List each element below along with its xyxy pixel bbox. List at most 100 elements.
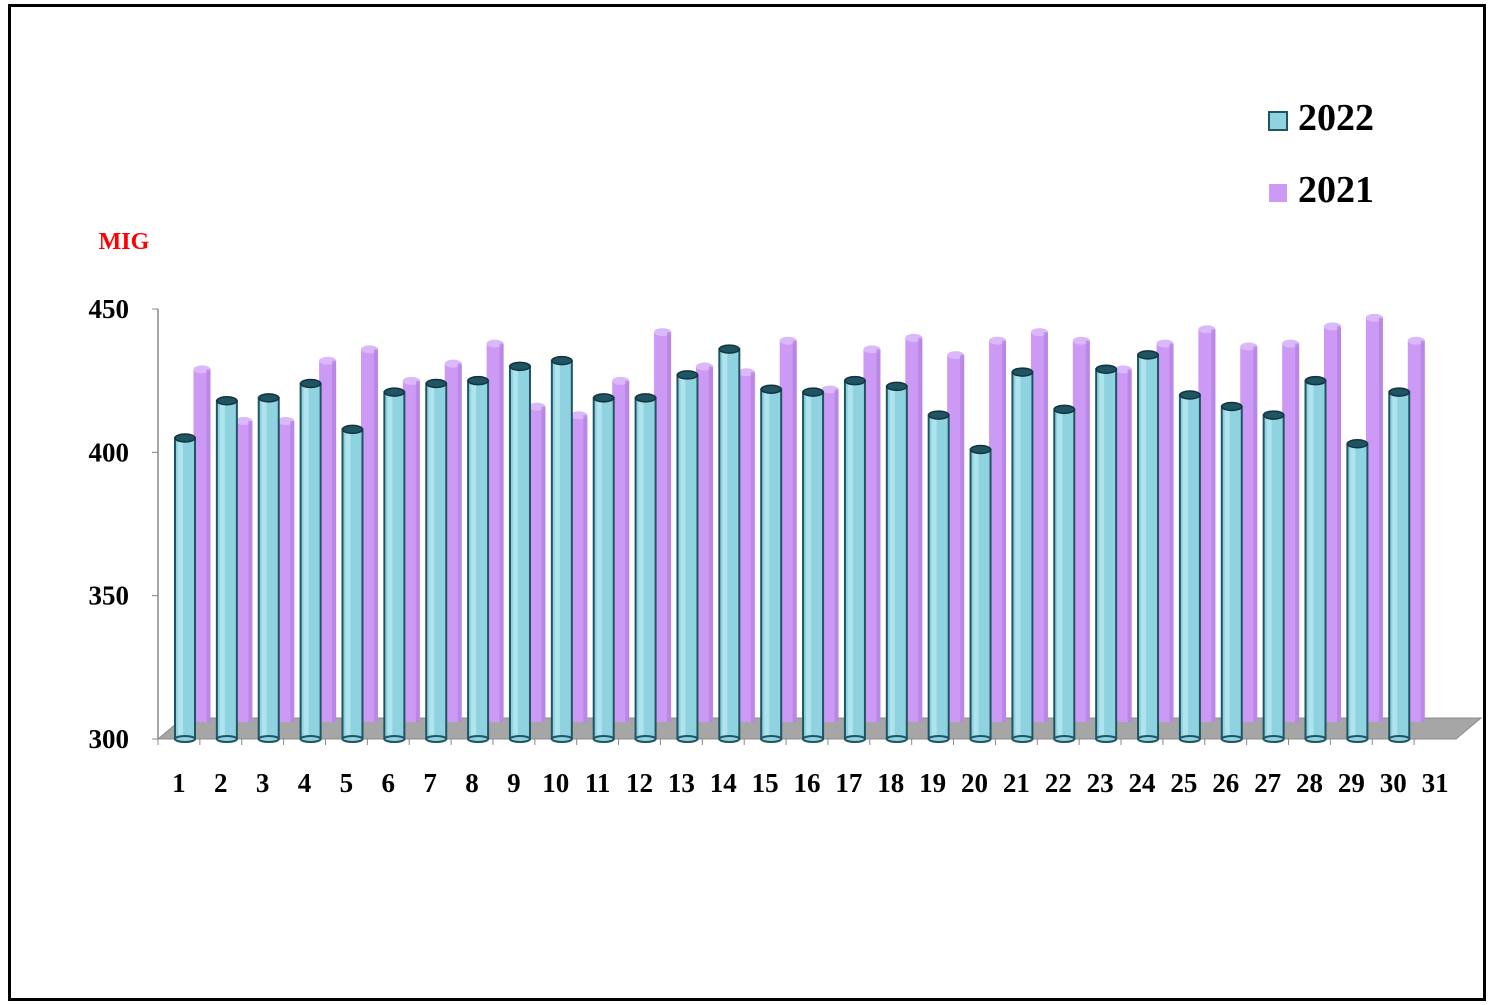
bar-2021 xyxy=(1365,313,1383,722)
bar-2021-top xyxy=(737,368,755,377)
bar-2021 xyxy=(486,339,504,722)
bar-2021-body xyxy=(1324,326,1342,722)
bar-2022-top xyxy=(1346,438,1369,449)
bar-2022-top xyxy=(551,355,573,366)
bar-2022-highlight xyxy=(219,400,225,739)
bar-2022-top xyxy=(299,378,322,389)
bar-2021-top xyxy=(486,339,504,348)
bar-2021-body xyxy=(235,421,253,722)
bar-2021 xyxy=(989,336,1007,722)
bar-2022-base xyxy=(718,735,741,743)
bar-2021-top xyxy=(1030,328,1048,337)
bar-2021-shade xyxy=(1211,329,1216,722)
bar-2021-top xyxy=(444,359,462,368)
bar-2022-highlight xyxy=(1057,409,1063,739)
x-tick-label: 26 xyxy=(1212,768,1239,798)
bar-2021 xyxy=(947,351,965,722)
bar-2022 xyxy=(383,387,406,743)
bar-2022-highlight xyxy=(261,397,267,739)
bar-2022-top xyxy=(1221,401,1243,412)
bar-2022-base xyxy=(1262,735,1285,743)
bar-2021-top xyxy=(360,345,378,354)
bar-2022-base xyxy=(843,735,866,743)
bar-2022-top xyxy=(927,410,950,420)
bar-2021-shade xyxy=(290,421,295,722)
bar-2022-top xyxy=(1262,410,1285,420)
bar-2021-shade xyxy=(1253,346,1258,722)
bar-2022-top xyxy=(174,433,196,443)
bar-2022-highlight xyxy=(1350,443,1356,739)
bar-2022-highlight xyxy=(1182,395,1188,739)
bar-2021-top xyxy=(1240,342,1258,351)
x-tick-label: 1 xyxy=(172,768,186,798)
x-tick-label: 11 xyxy=(585,768,611,798)
bar-2022-top xyxy=(341,424,364,435)
bar-2021-top xyxy=(1198,325,1216,334)
bar-2021 xyxy=(193,365,211,722)
bar-2022-base xyxy=(802,735,825,743)
bar-2021-shade xyxy=(373,349,378,722)
bar-2021-top xyxy=(402,376,420,385)
bar-2022-base xyxy=(1178,735,1201,743)
bar-2022 xyxy=(1304,375,1327,743)
bar-2022 xyxy=(843,375,866,743)
bar-2022-top xyxy=(1011,367,1034,377)
x-tick-label: 17 xyxy=(835,768,862,798)
bar-2021-top xyxy=(905,333,923,342)
bar-2022 xyxy=(634,393,657,743)
bar-2022-base xyxy=(341,735,364,743)
bar-2022-base xyxy=(927,735,950,743)
bar-2021-top xyxy=(570,411,588,420)
bar-2022 xyxy=(341,424,364,743)
bar-2022-base xyxy=(383,735,406,743)
bar-2021-body xyxy=(947,355,965,722)
x-tick-label: 14 xyxy=(710,768,737,798)
bar-2021-body xyxy=(1030,332,1048,722)
bar-2022 xyxy=(257,393,280,743)
bar-2021 xyxy=(1240,342,1258,722)
bar-2021-shade xyxy=(1043,332,1048,722)
bar-2021 xyxy=(1324,322,1342,722)
bar-2021-shade xyxy=(834,389,839,722)
bar-2022-base xyxy=(550,735,573,743)
bar-2022 xyxy=(885,381,908,743)
bar-2022-highlight xyxy=(1392,392,1398,739)
legend: 2022 2021 xyxy=(1268,97,1374,211)
bar-2021-shade xyxy=(541,406,546,722)
bar-2021-top xyxy=(1407,336,1425,345)
bar-2022-highlight xyxy=(512,366,518,739)
bar-2022-base xyxy=(299,735,322,743)
bar-2022-top xyxy=(634,393,657,403)
bar-2022 xyxy=(1137,350,1160,743)
bar-2021-top xyxy=(319,356,337,365)
bar-2022-highlight xyxy=(1308,380,1314,739)
bar-2022-base xyxy=(1304,735,1327,743)
bar-2022 xyxy=(1220,401,1243,743)
bar-2022 xyxy=(508,361,531,743)
bar-2021-top xyxy=(1072,336,1090,345)
bar-2021-top xyxy=(1156,339,1174,348)
x-tick-label: 22 xyxy=(1045,768,1072,798)
bar-2022-highlight xyxy=(680,374,686,739)
x-tick-label: 24 xyxy=(1128,768,1155,798)
bar-2022-base xyxy=(969,735,992,743)
bar-2022-top xyxy=(257,393,280,403)
bar-2022-top xyxy=(676,370,699,380)
bar-2021-body xyxy=(989,340,1007,722)
bar-2022-highlight xyxy=(596,397,602,739)
bar-2022 xyxy=(1388,387,1411,743)
bar-2022 xyxy=(1053,404,1076,743)
x-tick-label: 21 xyxy=(1003,768,1030,798)
bar-2021-top xyxy=(989,336,1007,345)
bar-2021-top xyxy=(1324,322,1342,331)
x-tick-label: 25 xyxy=(1170,768,1197,798)
bar-2021-body xyxy=(612,380,630,722)
bar-2021-body xyxy=(486,343,504,722)
bar-2021-shade xyxy=(625,380,630,722)
bar-2022 xyxy=(969,444,992,743)
bar-2021-shade xyxy=(1002,340,1007,722)
bar-2021-shade xyxy=(792,340,797,722)
bar-2022-top xyxy=(1179,390,1201,400)
x-tick-label: 4 xyxy=(298,768,312,798)
bar-2021 xyxy=(1072,336,1090,722)
